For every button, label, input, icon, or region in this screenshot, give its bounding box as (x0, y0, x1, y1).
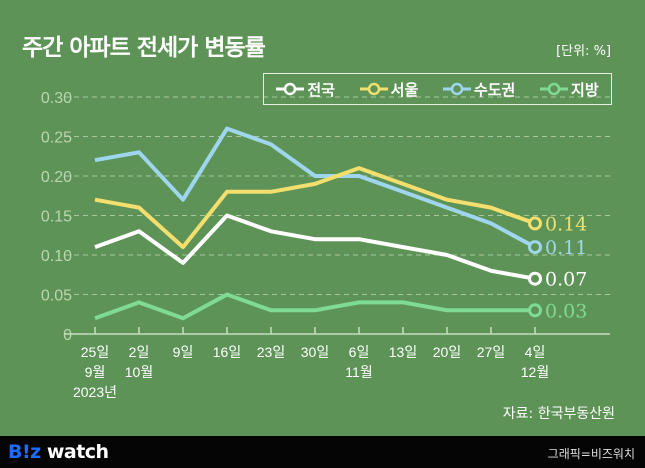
series-line-수도권 (94, 126, 536, 249)
legend-marker-icon (442, 82, 471, 96)
bizwatch-logo: B!z watch (8, 441, 109, 463)
x-tick-label: 9월 (85, 364, 106, 380)
unit-label: [단위: %] (556, 44, 611, 59)
x-tick-label: 10월 (125, 364, 153, 380)
x-tick-label: 20일 (433, 344, 461, 360)
legend: 전국 서울 수도권 지방 (263, 73, 612, 105)
x-tick-label: 2일 (129, 344, 150, 360)
legend-item-전국: 전국 (276, 79, 335, 100)
end-marker (528, 216, 542, 231)
y-tick-label: 0.20 (41, 169, 72, 186)
footer: B!z watch 그래픽=비즈워치 (0, 436, 645, 468)
series-line-전국 (94, 213, 536, 281)
x-tick-label: 27일 (477, 344, 505, 360)
y-tick-label: 0.25 (41, 130, 72, 147)
y-tick-label: 0.05 (41, 288, 72, 305)
legend-item-수도권: 수도권 (442, 79, 516, 100)
legend-marker-icon (276, 82, 305, 96)
chart-title: 주간 아파트 전세가 변동률 (22, 35, 266, 61)
end-value-label: 0.07 (545, 269, 587, 291)
legend-label: 수도권 (473, 80, 516, 99)
legend-label: 전국 (307, 80, 335, 99)
y-tick-label: 0.10 (41, 248, 72, 265)
legend-item-서울: 서울 (359, 79, 419, 100)
legend-label: 서울 (390, 80, 419, 99)
x-tick-label: 4일 (525, 344, 546, 360)
graphic-credit: 그래픽=비즈워치 (547, 447, 635, 461)
x-tick-label: 6일 (349, 344, 370, 360)
y-tick-label: 0.15 (41, 209, 72, 226)
series-line-지방 (94, 292, 535, 321)
end-value-label: 0.11 (545, 237, 587, 259)
end-value-label: 0.14 (545, 213, 587, 235)
x-tick-label: 23일 (257, 344, 285, 360)
source-note: 자료: 한국부동산원 (502, 406, 615, 422)
legend-item-지방: 지방 (540, 79, 599, 100)
x-tick-label: 13일 (389, 344, 417, 360)
x-tick-label: 12월 (521, 364, 549, 380)
end-marker (528, 271, 542, 286)
y-tick-label: 0 (63, 327, 72, 344)
x-tick-label: 2023년 (73, 384, 117, 400)
x-tick-label: 30일 (301, 344, 329, 360)
series-line-서울 (94, 166, 536, 250)
end-marker (528, 240, 542, 255)
legend-marker-icon (359, 82, 388, 96)
x-tick-label: 25일 (81, 344, 109, 360)
x-tick-label: 9일 (173, 344, 194, 360)
y-tick-label: 0.30 (41, 90, 72, 107)
end-value-label: 0.03 (545, 300, 587, 322)
legend-label: 지방 (571, 80, 599, 99)
end-marker (528, 303, 542, 318)
x-tick-label: 16일 (213, 344, 241, 360)
x-tick-label: 11월 (345, 364, 372, 380)
legend-marker-icon (540, 82, 569, 96)
